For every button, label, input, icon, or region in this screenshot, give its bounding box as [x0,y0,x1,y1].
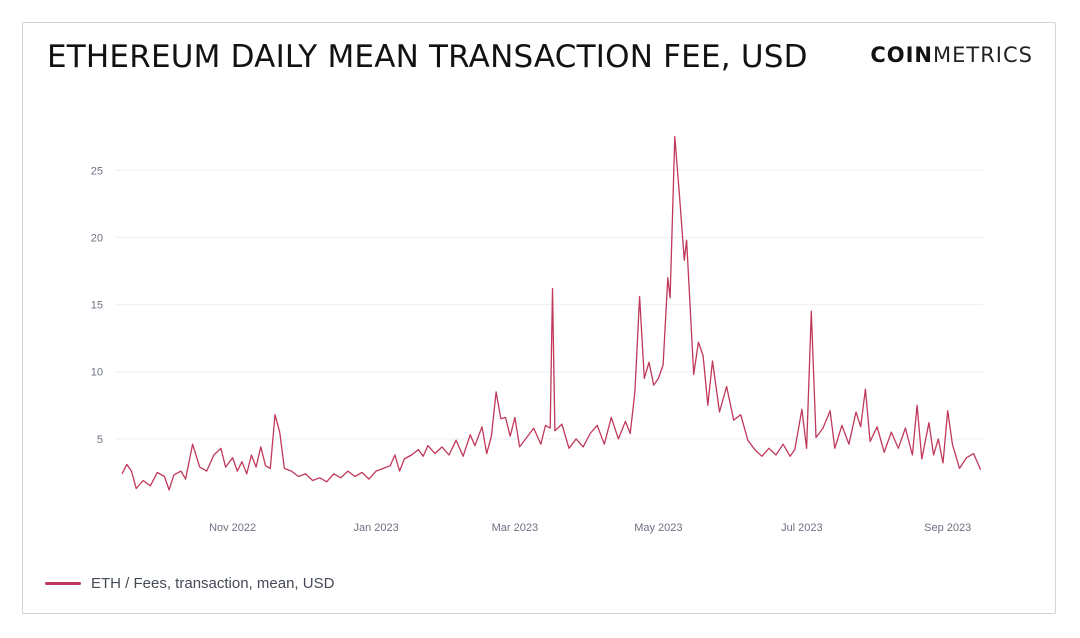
x-tick-label: Mar 2023 [492,522,538,534]
logo-coin: COIN [870,43,933,67]
legend-label: ETH / Fees, transaction, mean, USD [91,575,335,592]
series-line[interactable] [121,136,982,491]
chart-legend[interactable]: ETH / Fees, transaction, mean, USD [45,575,334,592]
legend-swatch [45,582,81,585]
logo-metrics: METRICS [933,43,1033,67]
y-tick-label: 10 [91,367,103,379]
chart-title: ETHEREUM DAILY MEAN TRANSACTION FEE, USD [47,39,808,75]
chart-card: ETHEREUM DAILY MEAN TRANSACTION FEE, USD… [22,22,1056,614]
y-tick-label: 5 [97,434,103,446]
x-tick-label: Jul 2023 [781,522,823,534]
x-tick-label: Sep 2023 [924,522,971,534]
x-tick-label: May 2023 [634,522,682,534]
series-layer [121,136,982,491]
y-tick-label: 20 [91,232,103,244]
grid-lines [115,169,983,440]
coinmetrics-logo: COINMETRICS [870,43,1033,67]
y-axis-ticks: 5 10 15 20 25 [91,165,103,446]
x-axis-ticks: Nov 2022 Jan 2023 Mar 2023 May 2023 Jul 2023… [209,522,971,534]
x-tick-label: Jan 2023 [353,522,398,534]
y-tick-label: 15 [91,300,103,312]
y-tick-label: 25 [91,165,103,177]
x-tick-label: Nov 2022 [209,522,256,534]
